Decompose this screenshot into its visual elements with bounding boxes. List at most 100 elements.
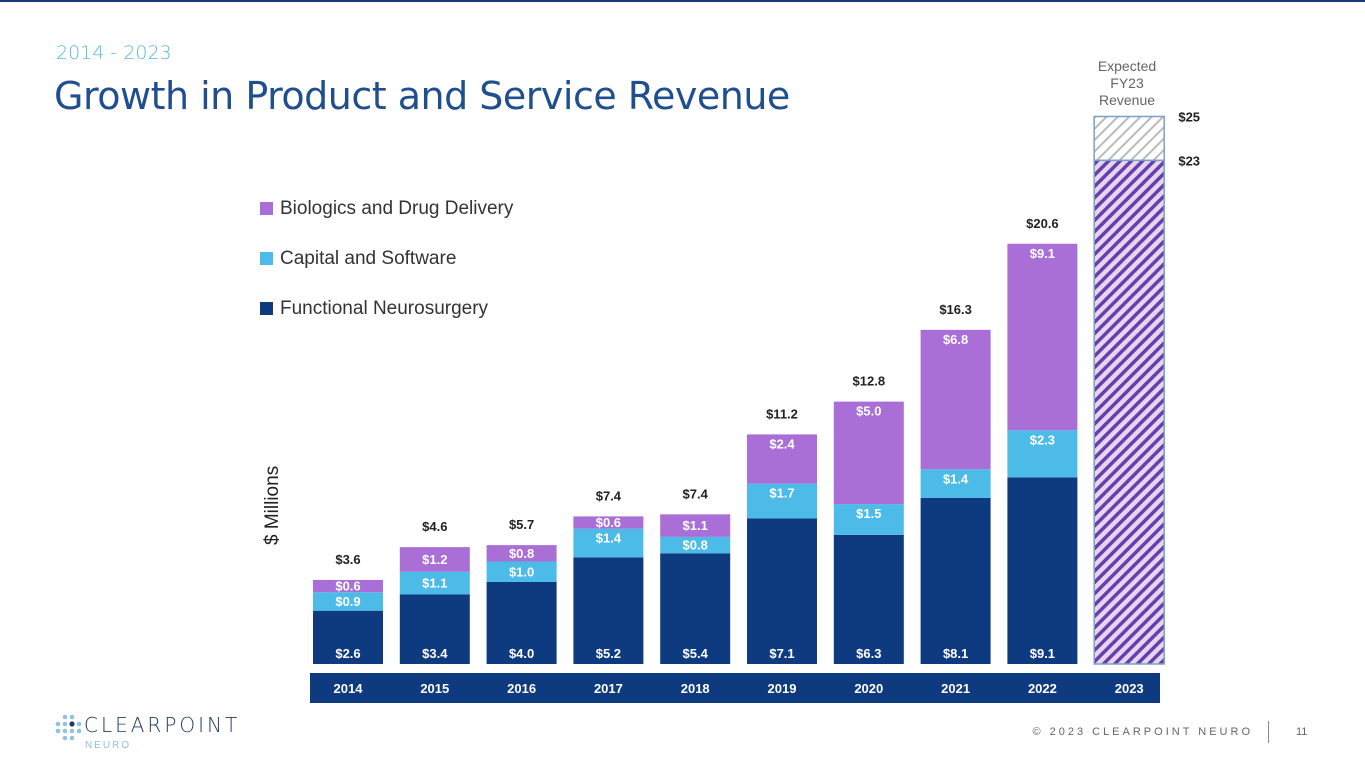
legend-swatch xyxy=(260,252,273,265)
bar-segment xyxy=(486,561,557,582)
bar-segment xyxy=(833,401,904,505)
total-label: $11.2 xyxy=(766,406,798,421)
expected-high-label: $25 xyxy=(1178,110,1200,125)
bar-expected-high xyxy=(1093,115,1165,162)
data-label: $2.4 xyxy=(769,436,795,451)
legend-item-capital: Capital and Software xyxy=(260,246,513,271)
bar-segment xyxy=(573,516,644,529)
page-number: 11 xyxy=(1296,726,1308,738)
data-label: $9.1 xyxy=(1030,246,1055,261)
bar-segment xyxy=(747,518,817,664)
bar-segment xyxy=(1007,477,1078,664)
legend-swatch xyxy=(260,202,273,215)
data-label: $2.3 xyxy=(1030,432,1055,447)
data-label: $9.1 xyxy=(1030,646,1055,661)
bar-segment xyxy=(486,545,557,562)
bar-segment xyxy=(660,514,731,537)
logo-text: CLEARPOINT xyxy=(84,713,241,737)
data-label: $1.1 xyxy=(683,518,708,533)
bar-segment xyxy=(920,497,991,664)
bar-segment xyxy=(747,434,817,484)
bar-segment xyxy=(660,536,731,554)
total-label: $7.4 xyxy=(596,488,622,503)
bar-segment xyxy=(399,547,470,572)
total-label: $3.6 xyxy=(335,552,360,567)
data-label: $5.2 xyxy=(596,646,621,661)
data-label: $2.6 xyxy=(335,646,360,661)
bar-segment xyxy=(313,610,383,664)
footer-divider xyxy=(1268,721,1269,743)
data-label: $0.6 xyxy=(335,579,360,594)
x-tick-label: 2016 xyxy=(507,681,536,696)
data-label: $1.1 xyxy=(422,576,447,591)
x-tick-label: 2021 xyxy=(941,681,970,696)
data-label: $1.4 xyxy=(943,471,969,486)
bar-segment xyxy=(313,592,383,611)
data-label: $1.0 xyxy=(509,564,534,579)
data-label: $6.8 xyxy=(943,332,968,347)
data-label: $1.5 xyxy=(856,506,881,521)
data-label: $0.6 xyxy=(596,515,621,530)
total-label: $7.4 xyxy=(683,486,709,501)
bar-segment xyxy=(486,582,557,664)
clearpoint-logo xyxy=(52,713,82,752)
total-label: $5.7 xyxy=(509,517,534,532)
total-label: $4.6 xyxy=(422,519,447,534)
data-label: $0.8 xyxy=(509,546,534,561)
legend-item-biologics: Biologics and Drug Delivery xyxy=(260,196,513,221)
bar-segment xyxy=(833,534,904,664)
bar-segment xyxy=(573,528,644,558)
bar-segment xyxy=(1007,430,1078,478)
x-tick-label: 2018 xyxy=(681,681,710,696)
logo-subtext: NEURO xyxy=(85,740,132,751)
data-label: $5.0 xyxy=(856,404,881,419)
data-label: $8.1 xyxy=(943,646,968,661)
legend-label: Biologics and Drug Delivery xyxy=(280,197,514,219)
bar-segment xyxy=(833,504,904,535)
legend-label: Functional Neurosurgery xyxy=(280,297,489,319)
bar-segment xyxy=(399,594,470,664)
x-tick-label: 2022 xyxy=(1028,681,1057,696)
total-label: $20.6 xyxy=(1026,216,1059,231)
data-label: $6.3 xyxy=(856,646,881,661)
x-tick-label: 2014 xyxy=(334,681,364,696)
bar-segment xyxy=(747,483,817,519)
x-tick-label: 2015 xyxy=(420,681,449,696)
x-tick-label: 2020 xyxy=(854,681,883,696)
bar-segment xyxy=(920,329,991,470)
data-label: $3.4 xyxy=(422,646,448,661)
top-rule xyxy=(0,0,1365,2)
page-title: Growth in Product and Service Revenue xyxy=(54,74,790,118)
x-tick-label: 2019 xyxy=(768,681,797,696)
data-label: $5.4 xyxy=(683,646,709,661)
chart-legend: Biologics and Drug Delivery Capital and … xyxy=(260,196,513,346)
x-tick-label: 2023 xyxy=(1115,681,1144,696)
total-label: $16.3 xyxy=(939,302,972,317)
legend-swatch xyxy=(260,302,273,315)
total-label: $12.8 xyxy=(853,374,886,389)
legend-item-functional: Functional Neurosurgery xyxy=(260,296,513,321)
legend-label: Capital and Software xyxy=(280,247,457,269)
logo-dots-icon xyxy=(55,714,82,741)
data-label: $7.1 xyxy=(769,646,794,661)
data-label: $1.4 xyxy=(596,531,622,546)
data-label: $1.2 xyxy=(422,552,447,567)
data-label: $1.7 xyxy=(769,486,794,501)
x-axis-band xyxy=(310,673,1160,703)
expected-caption: Expected FY23 Revenue xyxy=(1097,58,1157,108)
expected-low-label: $23 xyxy=(1178,153,1200,168)
bar-expected-low xyxy=(1093,159,1165,665)
x-tick-label: 2017 xyxy=(594,681,623,696)
copyright: © 2023 CLEARPOINT NEURO xyxy=(1032,726,1253,738)
data-label: $0.8 xyxy=(683,538,708,553)
page-subtitle: 2014 - 2023 xyxy=(56,42,172,64)
bar-segment xyxy=(660,553,731,664)
bar-segment xyxy=(399,571,470,595)
data-label: $0.9 xyxy=(335,594,360,609)
bar-segment xyxy=(920,469,991,498)
bar-segment xyxy=(313,579,383,593)
bar-segment xyxy=(573,557,644,664)
bar-segment xyxy=(1007,243,1078,431)
data-label: $4.0 xyxy=(509,646,534,661)
